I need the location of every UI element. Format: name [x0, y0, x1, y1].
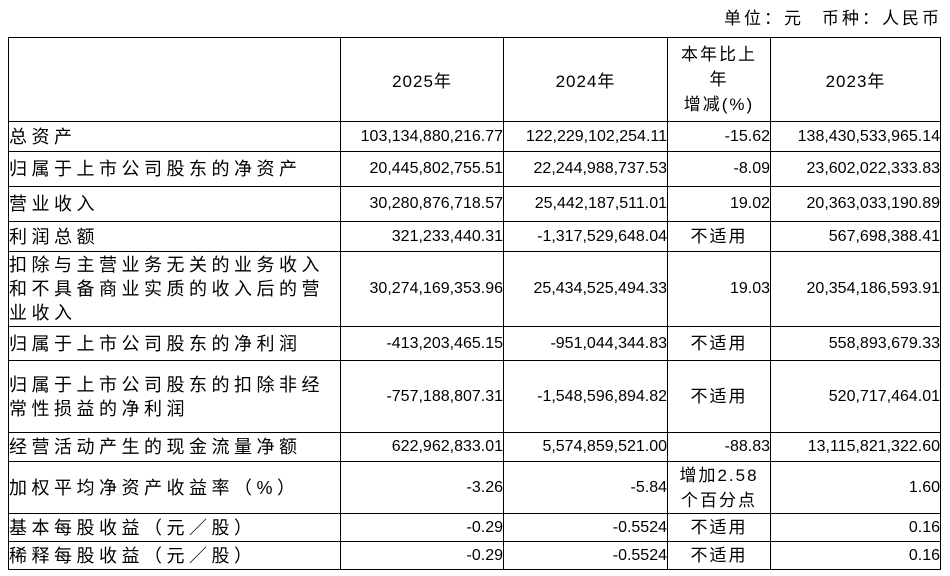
cell-2024: 25,434,525,494.33 [503, 251, 668, 327]
table-row-net-profit: 归属于上市公司股东的净利润 -413,203,465.15 -951,044,3… [8, 326, 941, 361]
cell-change: 19.03 [667, 251, 771, 327]
cell-change: -15.62 [667, 121, 771, 152]
cell-change: 不适用 [667, 513, 771, 542]
row-label: 基本每股收益（元／股） [8, 513, 341, 542]
table-row-net-profit-excl-nonrecurring: 归属于上市公司股东的扣除非经常性损益的净利润 -757,188,807.31 -… [8, 360, 941, 433]
cell-2025: 20,445,802,755.51 [340, 151, 504, 187]
cell-2025: -0.29 [340, 513, 504, 542]
row-label: 归属于上市公司股东的扣除非经常性损益的净利润 [8, 360, 341, 433]
header-2024: 2024年 [503, 37, 668, 122]
cell-2023: 23,602,022,333.83 [770, 151, 941, 187]
financial-summary-table: 2025年 2024年 本年比上 年 增减(%) 2023年 总资产 103,1… [8, 37, 941, 570]
cell-2023: 558,893,679.33 [770, 326, 941, 361]
table-row-basic-eps: 基本每股收益（元／股） -0.29 -0.5524 不适用 0.16 [8, 513, 941, 542]
cell-2025: 321,233,440.31 [340, 221, 504, 252]
table-row-weighted-avg-roe: 加权平均净资产收益率（%） -3.26 -5.84 增加2.58 个百分点 1.… [8, 461, 941, 514]
row-label: 稀释每股收益（元／股） [8, 541, 341, 570]
cell-2023: 1.60 [770, 461, 941, 514]
cell-2023: 20,354,186,593.91 [770, 251, 941, 327]
row-label: 加权平均净资产收益率（%） [8, 461, 341, 514]
cell-2024: -0.5524 [503, 513, 668, 542]
header-2025: 2025年 [340, 37, 504, 122]
table-row-total-assets: 总资产 103,134,880,216.77 122,229,102,254.1… [8, 121, 941, 152]
currency-label: 币种：人民币 [822, 9, 942, 28]
cell-2024: -951,044,344.83 [503, 326, 668, 361]
header-change-pct: 本年比上 年 增减(%) [667, 37, 771, 122]
cell-change: 增加2.58 个百分点 [667, 461, 771, 514]
cell-change: 19.02 [667, 186, 771, 222]
cell-change: 不适用 [667, 360, 771, 433]
row-label: 总资产 [8, 121, 341, 152]
cell-2023: 0.16 [770, 541, 941, 570]
cell-2024: 22,244,988,737.53 [503, 151, 668, 187]
table-row-total-profit: 利润总额 321,233,440.31 -1,317,529,648.04 不适… [8, 221, 941, 252]
cell-2024: 25,442,187,511.01 [503, 186, 668, 222]
row-label: 经营活动产生的现金流量净额 [8, 432, 341, 462]
cell-change: 不适用 [667, 221, 771, 252]
cell-2024: -5.84 [503, 461, 668, 514]
cell-2025: 103,134,880,216.77 [340, 121, 504, 152]
header-empty [8, 37, 341, 122]
row-label: 归属于上市公司股东的净资产 [8, 151, 341, 187]
cell-2023: 20,363,033,190.89 [770, 186, 941, 222]
cell-2024: 5,574,859,521.00 [503, 432, 668, 462]
cell-2024: -0.5524 [503, 541, 668, 570]
table-row-adjusted-revenue: 扣除与主营业务无关的业务收入和不具备商业实质的收入后的营业收入 30,274,1… [8, 251, 941, 327]
cell-2024: -1,317,529,648.04 [503, 221, 668, 252]
header-row: 2025年 2024年 本年比上 年 增减(%) 2023年 [8, 37, 941, 122]
cell-change: -8.09 [667, 151, 771, 187]
unit-label: 单位：元 [724, 9, 804, 28]
table-row-revenue: 营业收入 30,280,876,718.57 25,442,187,511.01… [8, 186, 941, 222]
cell-2025: 622,962,833.01 [340, 432, 504, 462]
row-label: 归属于上市公司股东的净利润 [8, 326, 341, 361]
cell-2025: -0.29 [340, 541, 504, 570]
cell-2024: -1,548,596,894.82 [503, 360, 668, 433]
cell-2023: 138,430,533,965.14 [770, 121, 941, 152]
table-row-operating-cash-flow: 经营活动产生的现金流量净额 622,962,833.01 5,574,859,5… [8, 432, 941, 462]
cell-2023: 13,115,821,322.60 [770, 432, 941, 462]
cell-2025: 30,280,876,718.57 [340, 186, 504, 222]
cell-2025: -3.26 [340, 461, 504, 514]
row-label: 利润总额 [8, 221, 341, 252]
cell-2025: -757,188,807.31 [340, 360, 504, 433]
cell-2025: -413,203,465.15 [340, 326, 504, 361]
cell-change: 不适用 [667, 541, 771, 570]
cell-2023: 567,698,388.41 [770, 221, 941, 252]
header-2023: 2023年 [770, 37, 941, 122]
cell-2025: 30,274,169,353.96 [340, 251, 504, 327]
cell-2023: 0.16 [770, 513, 941, 542]
cell-2024: 122,229,102,254.11 [503, 121, 668, 152]
row-label: 扣除与主营业务无关的业务收入和不具备商业实质的收入后的营业收入 [8, 251, 341, 327]
unit-currency-note: 单位：元 币种：人民币 [8, 6, 942, 32]
table-row-net-assets: 归属于上市公司股东的净资产 20,445,802,755.51 22,244,9… [8, 151, 941, 187]
cell-change: 不适用 [667, 326, 771, 361]
cell-2023: 520,717,464.01 [770, 360, 941, 433]
cell-change: -88.83 [667, 432, 771, 462]
table-row-diluted-eps: 稀释每股收益（元／股） -0.29 -0.5524 不适用 0.16 [8, 541, 941, 570]
row-label: 营业收入 [8, 186, 341, 222]
